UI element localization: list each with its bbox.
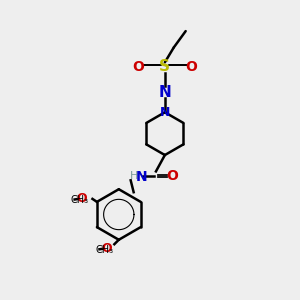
Text: O: O <box>77 192 87 206</box>
Text: O: O <box>102 242 112 255</box>
Text: N: N <box>160 106 170 119</box>
Text: O: O <box>186 60 197 74</box>
Text: N: N <box>136 170 148 184</box>
Text: O: O <box>167 169 178 183</box>
Text: CH₃: CH₃ <box>71 195 89 206</box>
Text: CH₃: CH₃ <box>96 245 114 255</box>
Text: H: H <box>130 171 138 181</box>
Text: O: O <box>132 60 144 74</box>
Text: N: N <box>158 85 171 100</box>
Text: S: S <box>159 59 170 74</box>
